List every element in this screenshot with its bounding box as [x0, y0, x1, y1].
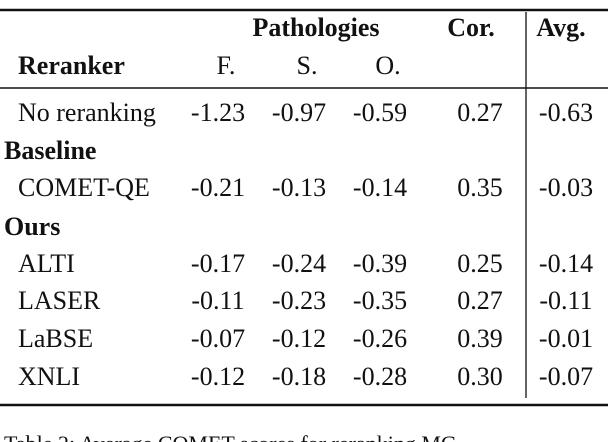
cell: 0.39: [457, 324, 503, 353]
cell: -0.63: [539, 98, 593, 127]
cell: -0.11: [539, 286, 592, 315]
section-header: Ours: [4, 212, 60, 241]
cell: -1.23: [191, 98, 245, 127]
cell: -0.97: [272, 98, 326, 127]
cor-header: Cor.: [447, 13, 494, 42]
cell: -0.12: [272, 324, 326, 353]
cell: -0.39: [353, 249, 407, 278]
row-label: LASER: [18, 286, 101, 315]
cell: -0.28: [353, 362, 407, 391]
row-label: LaBSE: [18, 324, 93, 353]
cell: -0.17: [191, 249, 245, 278]
cell: -0.07: [191, 324, 245, 353]
row-label: COMET-QE: [18, 173, 150, 202]
section-header: Baseline: [4, 136, 96, 165]
cell: -0.18: [272, 362, 326, 391]
cell: -0.14: [539, 249, 593, 278]
cell: -0.35: [353, 286, 407, 315]
cell: -0.12: [191, 362, 245, 391]
group-header: Pathologies: [252, 13, 379, 42]
row-label: ALTI: [18, 249, 75, 278]
cell: -0.26: [353, 324, 407, 353]
cell: -0.03: [539, 173, 593, 202]
cell: -0.01: [539, 324, 593, 353]
cell: 0.35: [457, 173, 503, 202]
column-header: S.: [297, 51, 318, 80]
reranker-header: Reranker: [18, 51, 125, 80]
cell: 0.30: [457, 362, 503, 391]
column-header: F.: [217, 51, 236, 80]
row-label: XNLI: [18, 362, 80, 391]
cell: -0.14: [353, 173, 407, 202]
cell: 0.25: [457, 249, 503, 278]
column-header: O.: [375, 51, 400, 80]
cell: -0.59: [353, 98, 407, 127]
cell: -0.11: [191, 286, 244, 315]
cell: 0.27: [457, 286, 503, 315]
cell: -0.23: [272, 286, 326, 315]
avg-header: Avg.: [536, 13, 585, 42]
cell: -0.21: [191, 173, 245, 202]
cell: 0.27: [457, 98, 503, 127]
cell: -0.13: [272, 173, 326, 202]
cell: -0.24: [272, 249, 326, 278]
row-label: No reranking: [18, 98, 156, 127]
cell: -0.07: [539, 362, 593, 391]
caption: Table 2: Average COMET scores for rerank…: [4, 431, 457, 442]
